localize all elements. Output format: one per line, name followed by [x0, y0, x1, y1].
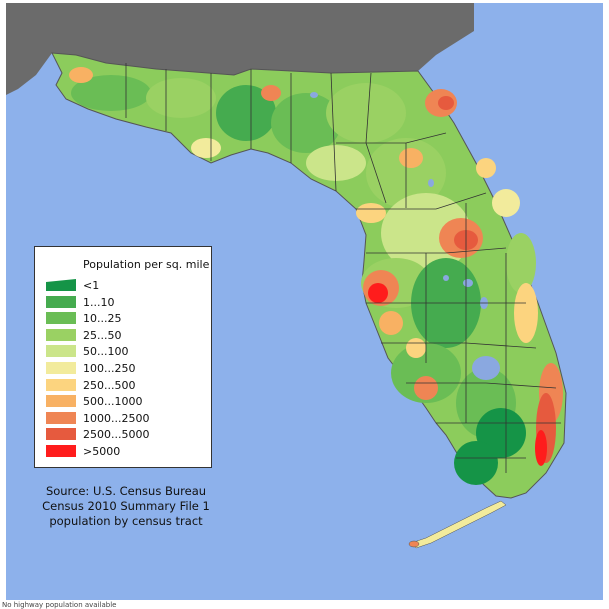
legend-label: 500...1000 [83, 395, 143, 409]
legend-item: 500...1000 [46, 394, 206, 409]
legend-item: 1...10 [46, 295, 206, 310]
legend-swatch [46, 445, 76, 457]
legend-swatch [46, 378, 76, 391]
florida-map-svg [6, 3, 603, 600]
legend-item: >5000 [46, 444, 206, 459]
legend-item: 1000...2500 [46, 411, 206, 426]
legend-item: 100...250 [46, 361, 206, 376]
legend-title: Population per sq. mile [83, 258, 210, 271]
legend-swatch [46, 411, 76, 424]
legend-label: 250...500 [83, 378, 136, 392]
legend-swatch [46, 428, 76, 441]
legend-label: 25...50 [83, 328, 122, 342]
legend-swatch [46, 362, 76, 374]
population-map [6, 3, 603, 600]
legend-label: 1...10 [83, 295, 115, 309]
county-borders [125, 63, 561, 473]
legend-swatch [46, 328, 76, 341]
legend-label: 10...25 [83, 312, 122, 326]
source-line-1: Source: U.S. Census Bureau [45, 484, 207, 498]
legend-label: >5000 [83, 445, 121, 458]
source-note: Source: U.S. Census Bureau Census 2010 S… [28, 484, 224, 529]
legend-swatch [46, 345, 76, 358]
legend-item: 10...25 [46, 311, 206, 326]
footnote: No highway population available [2, 601, 117, 609]
legend-label: 2500...5000 [83, 428, 150, 442]
legend-label: 50...100 [83, 345, 129, 359]
source-line-2: Census 2010 Summary File 1 [42, 499, 210, 513]
density-patches [69, 67, 563, 485]
legend-label: <1 [83, 279, 100, 292]
legend-swatch [46, 395, 76, 408]
legend-swatch [46, 279, 76, 291]
map-legend: Population per sq. mile <1 1...10 10...25 2… [34, 246, 212, 468]
source-line-3: population by census tract [49, 514, 203, 528]
legend-label: 1000...2500 [83, 411, 150, 425]
legend-item: 25...50 [46, 328, 206, 343]
legend-item: <1 [46, 278, 206, 293]
legend-swatch [46, 312, 76, 325]
legend-item: 2500...5000 [46, 427, 206, 442]
lakes [310, 92, 500, 380]
legend-item: 50...100 [46, 344, 206, 359]
legend-swatch [46, 295, 76, 308]
florida-keys [408, 500, 507, 549]
legend-item: 250...500 [46, 378, 206, 393]
legend-label: 100...250 [83, 362, 136, 375]
